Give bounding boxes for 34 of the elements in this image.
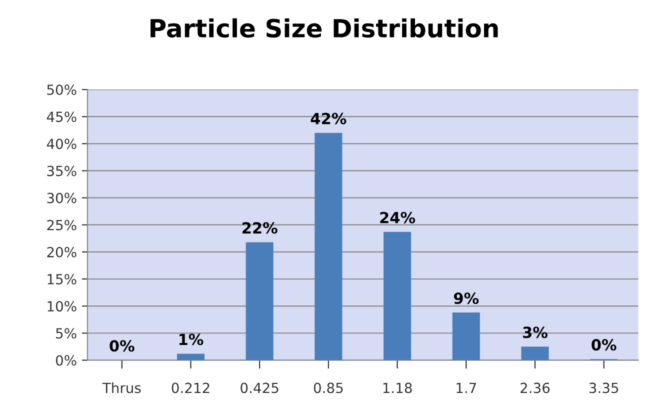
data-label: 42% xyxy=(310,112,346,124)
bar xyxy=(452,312,480,360)
bar xyxy=(521,346,549,360)
data-label: 0% xyxy=(592,339,616,351)
y-tick-label: 10% xyxy=(48,301,76,312)
x-tick-label: Thrus xyxy=(102,382,141,394)
y-tick-label: 5% xyxy=(56,328,76,339)
y-tick-label: 25% xyxy=(47,220,76,230)
data-label: 0% xyxy=(110,340,134,352)
y-tick-label: 15% xyxy=(48,274,76,284)
y-tick-label: 20% xyxy=(47,246,76,258)
data-label: 1% xyxy=(180,334,204,346)
y-tick-label: 0% xyxy=(56,355,76,366)
x-tick-label: 0.212 xyxy=(172,382,210,394)
y-tick-label: 35% xyxy=(47,166,76,176)
bar xyxy=(384,232,412,360)
x-tick-label: 1.7 xyxy=(456,382,476,393)
x-tick-label: 3.35 xyxy=(589,382,618,394)
x-tick-label: 0.425 xyxy=(240,382,278,394)
bar xyxy=(314,132,342,360)
data-label: 24% xyxy=(380,212,416,224)
chart-title: Particle Size Distribution xyxy=(150,18,498,38)
y-tick-label: 30% xyxy=(47,192,76,204)
data-label: 22% xyxy=(242,222,278,234)
data-label: 9% xyxy=(454,292,479,304)
x-tick-label: 2.36 xyxy=(520,382,550,394)
x-tick-label: 0.85 xyxy=(314,382,343,394)
y-tick-label: 50% xyxy=(47,84,76,96)
x-tick-label: 1.18 xyxy=(383,382,412,394)
y-tick-label: 40% xyxy=(46,138,76,150)
data-label: 3% xyxy=(523,326,548,338)
y-tick-label: 45% xyxy=(46,112,76,122)
bar xyxy=(246,242,274,360)
bar xyxy=(176,354,205,360)
